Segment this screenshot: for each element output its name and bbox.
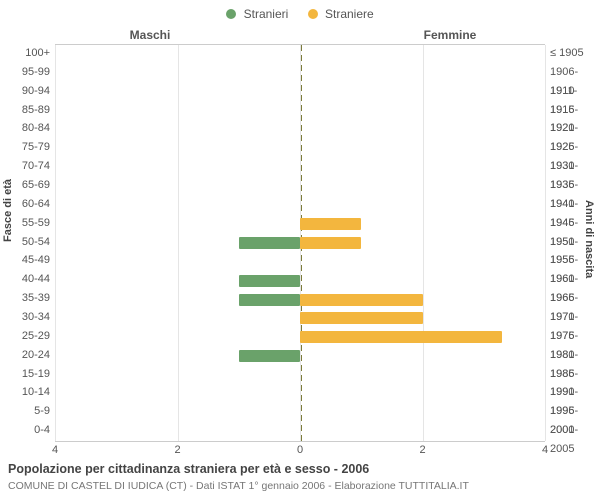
chart-subtitle: COMUNE DI CASTEL DI IUDICA (CT) - Dati I… bbox=[8, 480, 469, 492]
chart-row bbox=[55, 215, 545, 234]
bar-male bbox=[239, 237, 300, 249]
y-tick-year: 1941-1945 bbox=[550, 195, 600, 214]
y-tick-age: 75-79 bbox=[0, 138, 50, 157]
y-tick-year: 1936-1940 bbox=[550, 176, 600, 195]
y-tick-age: 15-19 bbox=[0, 365, 50, 384]
y-tick-age: 100+ bbox=[0, 44, 50, 63]
bar-male bbox=[239, 275, 300, 287]
y-tick-year: 1911-1915 bbox=[550, 82, 600, 101]
y-tick-year: 1986-1990 bbox=[550, 365, 600, 384]
y-tick-year: 1991-1995 bbox=[550, 383, 600, 402]
bar-female bbox=[300, 331, 502, 343]
y-tick-age: 10-14 bbox=[0, 383, 50, 402]
legend-swatch-female bbox=[308, 9, 318, 19]
y-tick-year: 1916-1920 bbox=[550, 101, 600, 120]
y-tick-year: 1971-1975 bbox=[550, 308, 600, 327]
legend-item-female: Straniere bbox=[308, 6, 374, 21]
x-tick-label: 4 bbox=[45, 444, 65, 456]
chart-row bbox=[55, 403, 545, 422]
chart-title: Popolazione per cittadinanza straniera p… bbox=[8, 462, 369, 476]
chart-row bbox=[55, 196, 545, 215]
bar-female bbox=[300, 312, 423, 324]
chart-row bbox=[55, 252, 545, 271]
chart-row bbox=[55, 45, 545, 64]
y-tick-age: 60-64 bbox=[0, 195, 50, 214]
chart-row bbox=[55, 366, 545, 385]
y-tick-year: 1966-1970 bbox=[550, 289, 600, 308]
bar-female bbox=[300, 294, 423, 306]
y-tick-age: 5-9 bbox=[0, 402, 50, 421]
chart-row bbox=[55, 139, 545, 158]
chart-row bbox=[55, 384, 545, 403]
y-tick-age: 90-94 bbox=[0, 82, 50, 101]
y-tick-age: 40-44 bbox=[0, 270, 50, 289]
x-tick-label: 2 bbox=[413, 444, 433, 456]
chart-row bbox=[55, 102, 545, 121]
y-tick-year: 1996-2000 bbox=[550, 402, 600, 421]
y-tick-age: 45-49 bbox=[0, 251, 50, 270]
chart-row bbox=[55, 290, 545, 309]
chart-row bbox=[55, 120, 545, 139]
legend-label-male: Stranieri bbox=[244, 7, 289, 21]
y-tick-age: 80-84 bbox=[0, 119, 50, 138]
chart-row bbox=[55, 422, 545, 441]
y-tick-age: 95-99 bbox=[0, 63, 50, 82]
plot-area bbox=[55, 44, 545, 442]
legend-swatch-male bbox=[226, 9, 236, 19]
y-tick-year: 1981-1985 bbox=[550, 346, 600, 365]
bar-female bbox=[300, 218, 361, 230]
bar-male bbox=[239, 350, 300, 362]
y-tick-year: ≤ 1905 bbox=[550, 44, 600, 63]
chart-row bbox=[55, 177, 545, 196]
y-tick-age: 0-4 bbox=[0, 421, 50, 440]
chart-row bbox=[55, 271, 545, 290]
y-tick-year: 1931-1935 bbox=[550, 157, 600, 176]
y-tick-age: 70-74 bbox=[0, 157, 50, 176]
legend: Stranieri Straniere bbox=[0, 6, 600, 21]
legend-item-male: Stranieri bbox=[226, 6, 288, 21]
x-tick-label: 2 bbox=[168, 444, 188, 456]
chart-row bbox=[55, 83, 545, 102]
chart-row bbox=[55, 158, 545, 177]
y-tick-age: 30-34 bbox=[0, 308, 50, 327]
y-tick-age: 50-54 bbox=[0, 233, 50, 252]
legend-label-female: Straniere bbox=[325, 7, 374, 21]
chart-row bbox=[55, 347, 545, 366]
column-header-female: Femmine bbox=[300, 28, 600, 42]
y-tick-age: 25-29 bbox=[0, 327, 50, 346]
chart-row bbox=[55, 309, 545, 328]
chart-row bbox=[55, 64, 545, 83]
y-tick-year: 1976-1980 bbox=[550, 327, 600, 346]
y-tick-year: 1961-1965 bbox=[550, 270, 600, 289]
y-tick-year: 1906-1910 bbox=[550, 63, 600, 82]
y-tick-age: 35-39 bbox=[0, 289, 50, 308]
y-tick-age: 85-89 bbox=[0, 101, 50, 120]
y-tick-year: 1946-1950 bbox=[550, 214, 600, 233]
y-tick-age: 55-59 bbox=[0, 214, 50, 233]
y-tick-age: 20-24 bbox=[0, 346, 50, 365]
x-tick-label: 0 bbox=[290, 444, 310, 456]
chart-row bbox=[55, 328, 545, 347]
y-tick-year: 2001-2005 bbox=[550, 421, 600, 440]
y-tick-year: 1951-1955 bbox=[550, 233, 600, 252]
y-tick-age: 65-69 bbox=[0, 176, 50, 195]
column-header-male: Maschi bbox=[0, 28, 300, 42]
y-tick-year: 1926-1930 bbox=[550, 138, 600, 157]
chart-row bbox=[55, 234, 545, 253]
bar-male bbox=[239, 294, 300, 306]
gridline bbox=[545, 45, 546, 441]
y-tick-year: 1921-1925 bbox=[550, 119, 600, 138]
y-tick-year: 1956-1960 bbox=[550, 251, 600, 270]
bar-female bbox=[300, 237, 361, 249]
